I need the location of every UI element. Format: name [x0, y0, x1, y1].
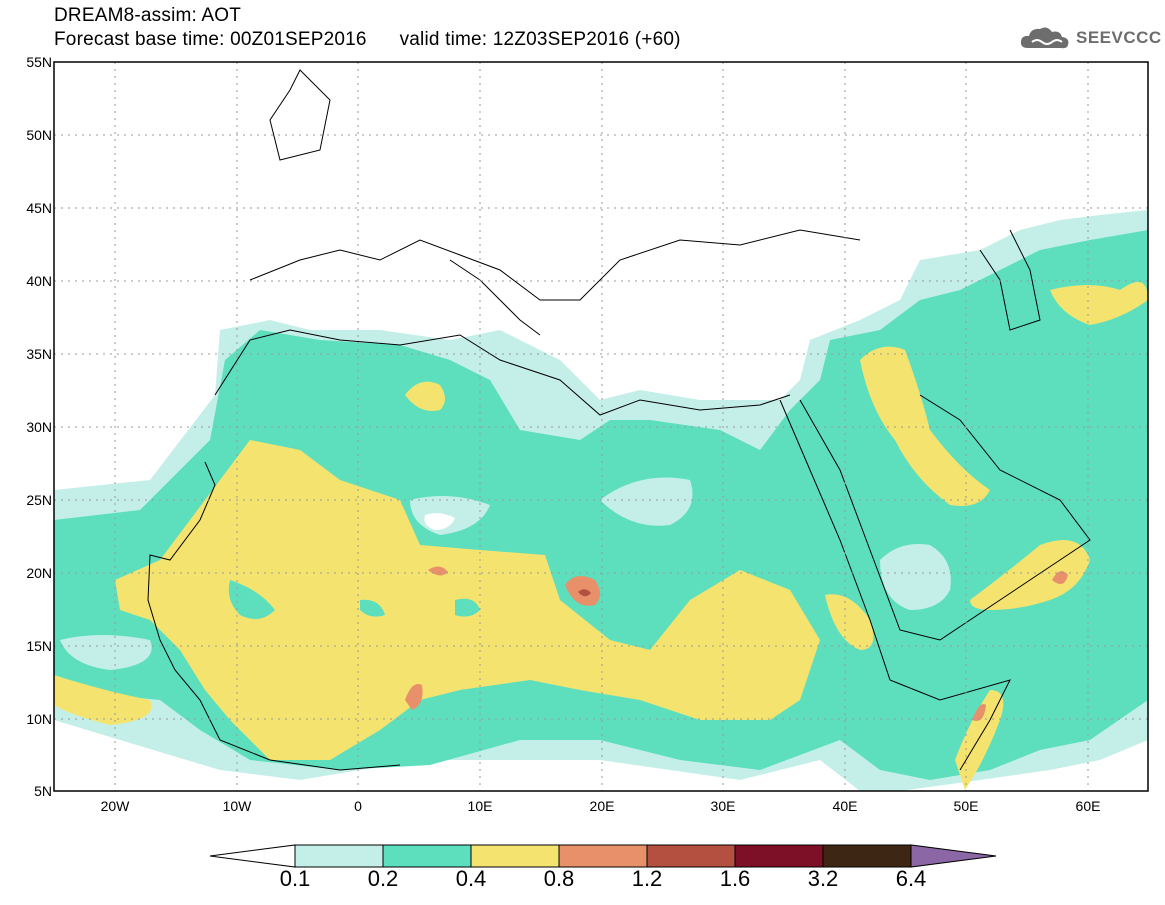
- lat-label-35n: 35N: [26, 346, 52, 362]
- colorbar-above-triangle: [910, 844, 997, 868]
- colorbar-box-3: [558, 844, 648, 868]
- lon-label-0: 0: [354, 798, 362, 814]
- lat-label-25n: 25N: [26, 492, 52, 508]
- coastline-horn: [889, 679, 1011, 771]
- aot-region-yellow-arabia: [860, 346, 990, 506]
- coastline-north-africa: [214, 329, 791, 416]
- lon-label-20w: 20W: [100, 798, 130, 814]
- aot-region-orange-nigeria: [405, 684, 423, 710]
- colorbar-label-2: 0.4: [455, 866, 487, 891]
- aot-hole-light-1: [880, 544, 951, 610]
- logo-text: SEEVCCC: [1076, 28, 1162, 47]
- aot-hole-light-4: [60, 635, 152, 670]
- lat-label-40n: 40N: [26, 273, 52, 289]
- graticule: [54, 62, 1148, 791]
- title-block: DREAM8-assim: AOT Forecast base time: 00…: [54, 4, 681, 52]
- colorbar-label-3: 0.8: [543, 866, 575, 891]
- lon-label-10e: 10E: [467, 798, 493, 814]
- aot-region-yellow-algeria: [405, 381, 445, 411]
- aot-region-yellow-coast: [54, 675, 152, 725]
- colorbar-label-7: 6.4: [895, 866, 927, 891]
- lat-label-30n: 30N: [26, 419, 52, 435]
- colorbar-box-5: [734, 844, 824, 868]
- colorbar-below-triangle: [209, 844, 296, 868]
- colorbar-box-0: [294, 844, 384, 868]
- coastline-caspian: [979, 229, 1041, 331]
- aot-hole-light-2: [600, 477, 693, 526]
- aot-region-yellow-iran: [1050, 282, 1148, 325]
- cloud-icon: [1020, 27, 1069, 49]
- coastline-west-africa: [147, 461, 401, 771]
- colorbar-box-1: [382, 844, 472, 868]
- aot-hole-green-2: [455, 598, 480, 617]
- lat-label-15n: 15N: [26, 638, 52, 654]
- coastline-italy: [449, 259, 541, 336]
- colorbar: [209, 844, 997, 868]
- aot-region-orange-somalia: [972, 704, 986, 721]
- aot-hole-white-1: [424, 513, 455, 530]
- aot-region-orange-oman: [1052, 571, 1068, 584]
- aot-region-yellow-horn: [825, 594, 874, 650]
- lat-label-10n: 10N: [26, 711, 52, 727]
- colorbar-box-4: [646, 844, 736, 868]
- aot-hole-green-1: [228, 580, 275, 619]
- lat-label-55n: 55N: [26, 54, 52, 70]
- aot-region-yellow-somalia: [955, 690, 1004, 790]
- seevccc-logo: SEEVCCC: [1018, 24, 1162, 52]
- colorbar-label-4: 1.2: [631, 866, 663, 891]
- coastlines: [147, 69, 1091, 771]
- map-frame: [53, 61, 1149, 792]
- lat-label-5n: 5N: [34, 783, 52, 799]
- aot-region-yellow-oman: [970, 540, 1090, 610]
- aot-hole-green-3: [360, 599, 385, 617]
- time-info-line: Forecast base time: 00Z01SEP2016 valid t…: [54, 28, 681, 52]
- coastline-red-sea: [779, 399, 891, 681]
- lon-label-20e: 20E: [589, 798, 615, 814]
- valid-time-label: valid time: 12Z03SEP2016 (+60): [399, 29, 681, 50]
- colorbar-label-1: 0.2: [367, 866, 399, 891]
- coastline-britain: [269, 69, 331, 161]
- aot-region-darkred-chad: [578, 589, 591, 597]
- lon-label-60e: 60E: [1075, 798, 1101, 814]
- lat-label-45n: 45N: [26, 200, 52, 216]
- colorbar-label-5: 1.6: [719, 866, 751, 891]
- colorbar-box-2: [470, 844, 560, 868]
- lat-label-20n: 20N: [26, 565, 52, 581]
- coastline-arabia: [799, 394, 1091, 641]
- lon-label-40e: 40E: [832, 798, 858, 814]
- lon-label-50e: 50E: [953, 798, 979, 814]
- coastline-europe: [249, 229, 861, 301]
- base-time-label: Forecast base time: 00Z01SEP2016: [54, 29, 367, 50]
- lon-label-30e: 30E: [710, 798, 736, 814]
- colorbar-label-6: 3.2: [807, 866, 839, 891]
- map-title: DREAM8-assim: AOT: [54, 5, 242, 26]
- lat-label-50n: 50N: [26, 127, 52, 143]
- colorbar-box-6: [822, 844, 912, 868]
- colorbar-label-0: 0.1: [279, 866, 311, 891]
- lon-label-10w: 10W: [222, 798, 252, 814]
